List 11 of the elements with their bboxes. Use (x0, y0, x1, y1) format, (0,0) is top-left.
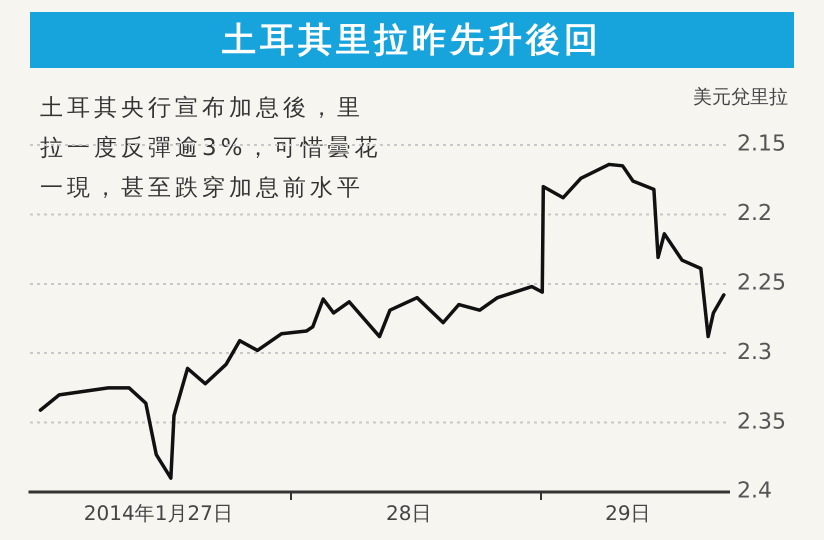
x-tick-label: 2014年1月27日 (84, 501, 233, 526)
y-tick-label: 2.3 (737, 340, 772, 365)
x-tick-label: 29日 (605, 501, 651, 526)
y-tick-label: 2.4 (737, 478, 772, 504)
y-axis-title: 美元兌里拉 (693, 85, 788, 110)
y-tick-label: 2.25 (737, 270, 786, 296)
y-tick-label: 2.15 (737, 132, 786, 157)
y-tick-label: 2.2 (737, 201, 772, 226)
y-tick-label: 2.35 (737, 409, 786, 434)
x-tick-label: 28日 (386, 501, 432, 526)
chart-title: 土耳其里拉昨先升後回 (30, 12, 794, 68)
